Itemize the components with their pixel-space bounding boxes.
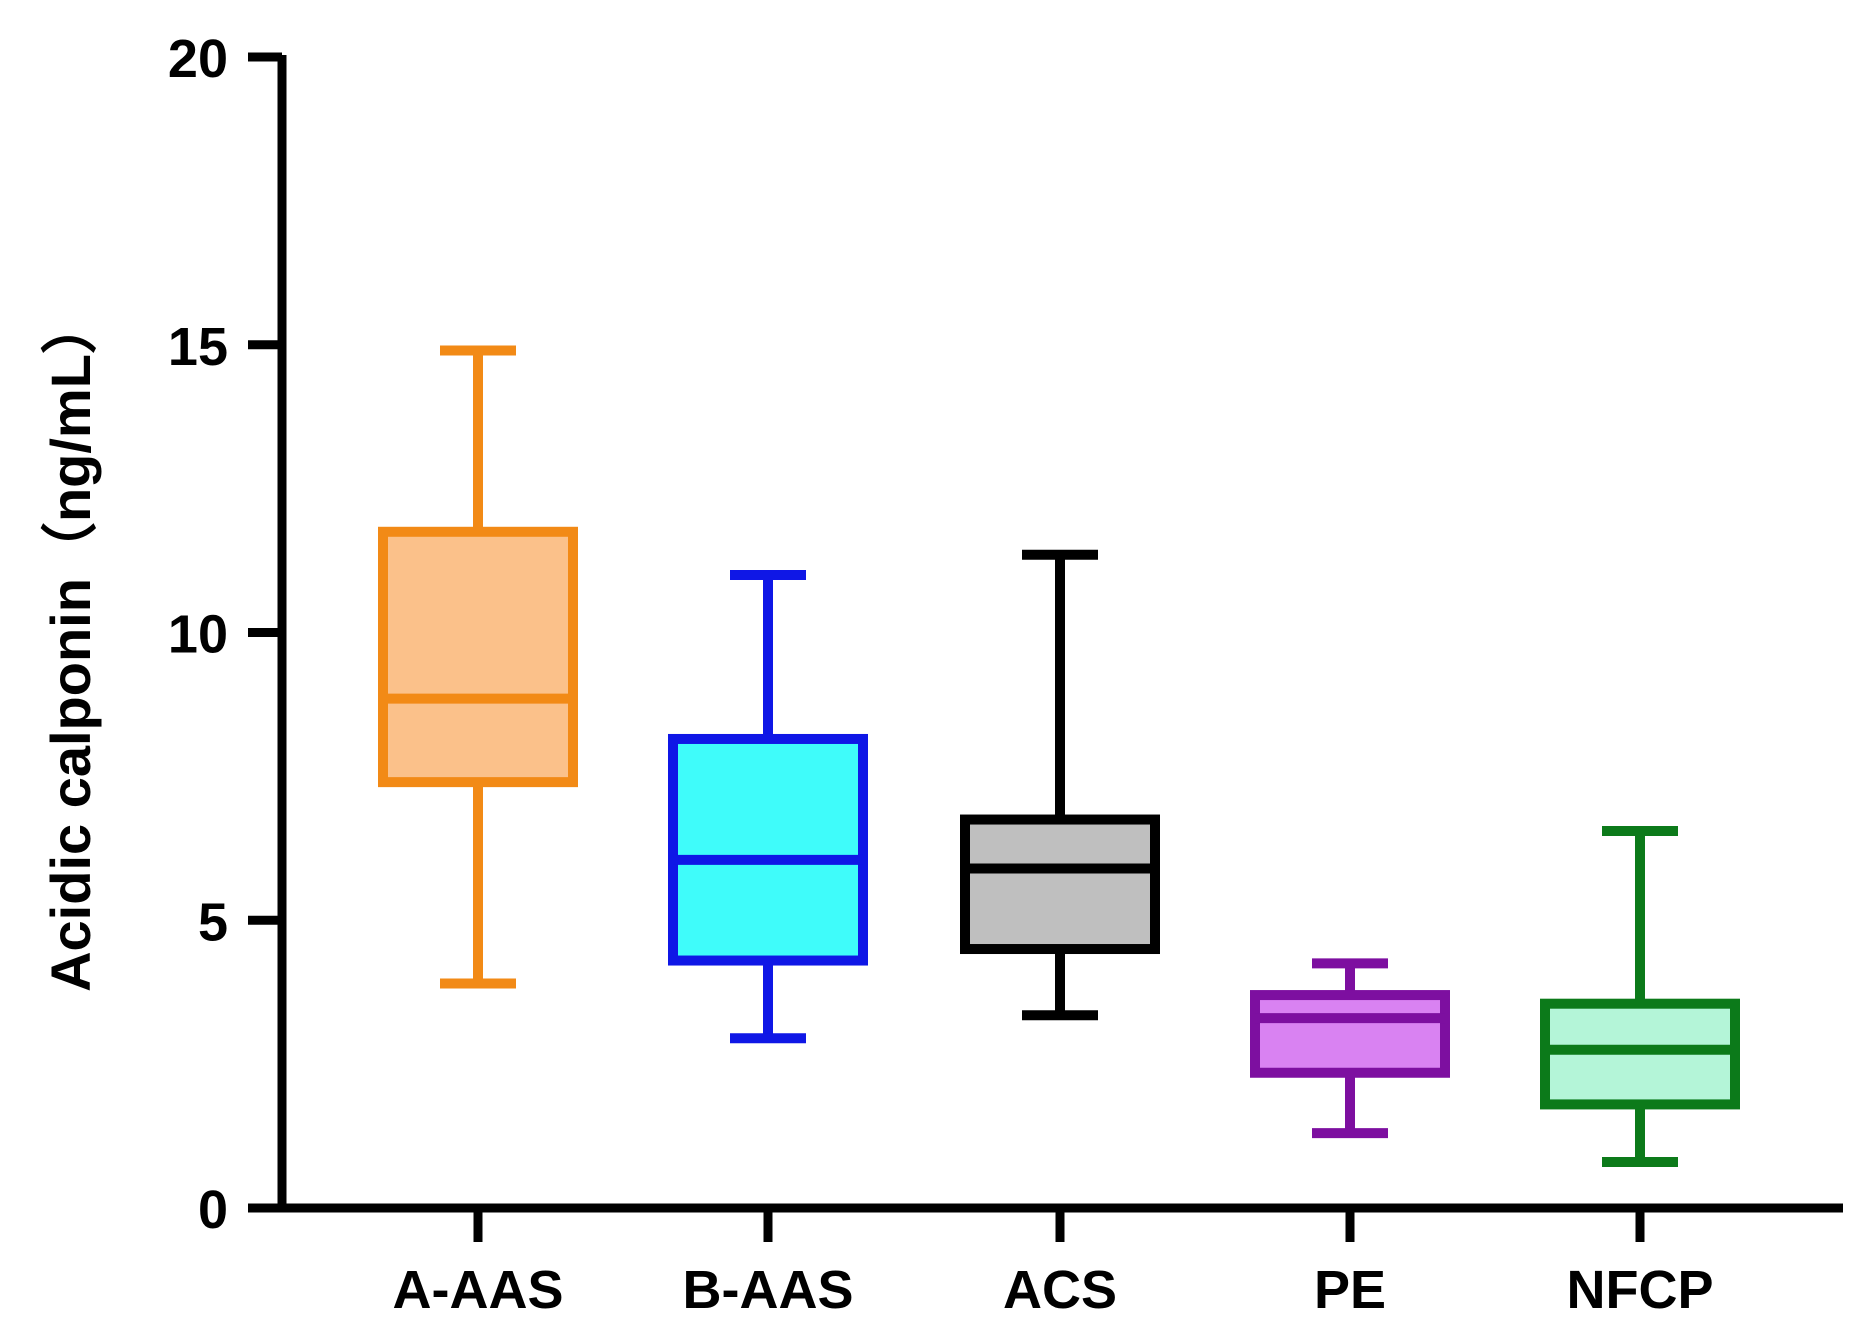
y-tick-label: 15 bbox=[168, 317, 228, 377]
box-pe: PE bbox=[1250, 958, 1450, 1320]
y-tick-label: 5 bbox=[198, 892, 228, 952]
y-tick-label: 20 bbox=[168, 29, 228, 89]
iqr-box bbox=[668, 733, 868, 966]
x-tick-label: PE bbox=[1314, 1260, 1386, 1320]
x-tick-label: A-AAS bbox=[393, 1260, 564, 1320]
y-tick-label: 0 bbox=[198, 1180, 228, 1240]
x-tick-label: B-AAS bbox=[683, 1260, 854, 1320]
box-a-aas: A-AAS bbox=[378, 345, 578, 1320]
box-b-aas: B-AAS bbox=[668, 569, 868, 1320]
iqr-box bbox=[960, 814, 1160, 955]
box-acs: ACS bbox=[960, 549, 1160, 1320]
y-axis-label: Acidic calponin（ng/mL） bbox=[39, 298, 102, 992]
iqr-box bbox=[378, 526, 578, 788]
box-nfcp: NFCP bbox=[1540, 826, 1740, 1320]
x-tick-label: NFCP bbox=[1567, 1260, 1714, 1320]
iqr-box bbox=[1250, 990, 1450, 1078]
y-tick-label: 10 bbox=[168, 605, 228, 665]
x-tick-label: ACS bbox=[1003, 1260, 1117, 1320]
